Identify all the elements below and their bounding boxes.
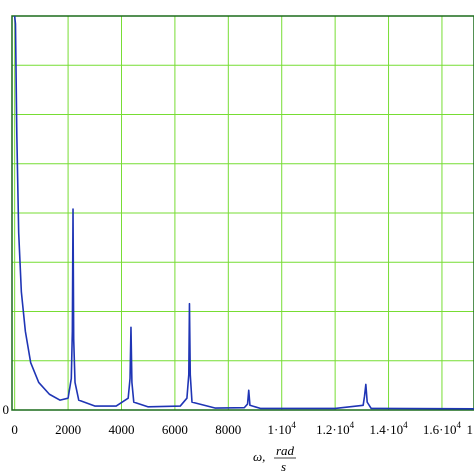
x-tick-label: 8000	[215, 422, 241, 437]
x-axis-label: ω, rad s	[253, 443, 296, 474]
x-axis-label-numerator: rad	[276, 443, 295, 458]
x-tick-label: 1.4·104	[369, 420, 408, 437]
x-tick-label: 1.6·104	[423, 420, 462, 437]
y-tick-label: 0	[3, 402, 10, 417]
x-tick-labels: 0 2000 4000 6000 8000 1·104 1.2·104 1.4·104 1.6·…	[11, 420, 473, 437]
x-tick-label: 1·104	[268, 420, 297, 437]
x-tick-label: 0	[11, 422, 18, 437]
x-tick-label: 2000	[55, 422, 81, 437]
series-layer	[13, 15, 474, 410]
series-line	[13, 15, 474, 410]
x-tick-label: 4000	[108, 422, 134, 437]
x-tick-label: 1.2·104	[316, 420, 355, 437]
x-tick-label: 6000	[162, 422, 188, 437]
x-axis-label-symbol: ω,	[253, 449, 265, 464]
grid	[12, 15, 474, 411]
plot-frame	[11, 15, 474, 411]
x-axis-label-denominator: s	[281, 459, 286, 474]
x-tick-label: 1	[467, 422, 474, 437]
y-tick-labels: 0	[3, 402, 10, 417]
